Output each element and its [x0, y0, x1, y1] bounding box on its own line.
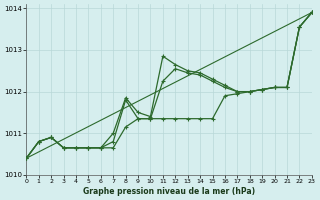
X-axis label: Graphe pression niveau de la mer (hPa): Graphe pression niveau de la mer (hPa)	[83, 187, 255, 196]
